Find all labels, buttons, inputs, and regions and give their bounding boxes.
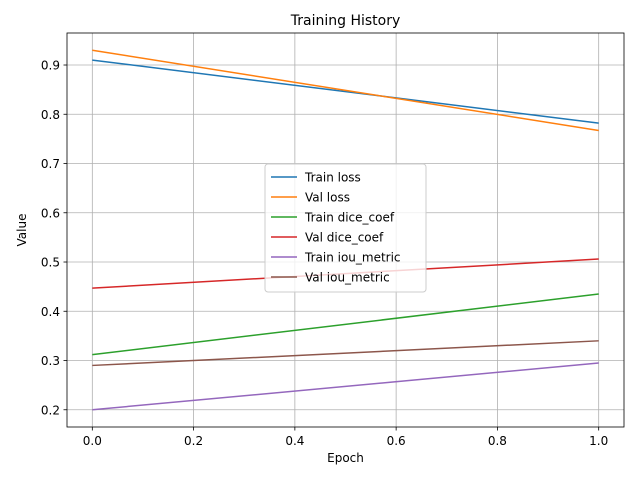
legend-label: Val loss — [305, 191, 350, 205]
series-line-val-iou-metric — [92, 340, 599, 367]
y-tick-label: 0.9 — [41, 59, 60, 73]
series-line-val-loss — [92, 49, 599, 132]
x-tick-label: 1.0 — [589, 434, 608, 448]
legend-label: Val dice_coef — [305, 231, 384, 245]
legend: Train loss Val loss Train dice_coef Val dic… — [264, 163, 427, 293]
y-tick-label: 0.8 — [41, 108, 60, 122]
legend-label: Train dice_coef — [304, 211, 395, 225]
y-tick-label: 0.5 — [41, 256, 60, 270]
x-tick-label: 0.0 — [83, 434, 102, 448]
axis-ticks: 0.0 0.2 0.4 0.6 0.8 1.0 0.2 0.3 0.4 0.5 0.6 0.7 0.8 0… — [41, 59, 608, 448]
x-tick-label: 0.2 — [184, 434, 203, 448]
legend-label: Train loss — [304, 171, 361, 185]
series-line-train-loss — [92, 59, 599, 124]
y-tick-label: 0.2 — [41, 403, 60, 417]
plot-frame — [66, 32, 625, 428]
x-axis-label: Epoch — [327, 451, 364, 465]
x-tick-label: 0.6 — [387, 434, 406, 448]
y-tick-label: 0.7 — [41, 157, 60, 171]
x-tick-label: 0.4 — [285, 434, 304, 448]
x-tick-label: 0.8 — [488, 434, 507, 448]
y-tick-label: 0.4 — [41, 305, 60, 319]
series-line-train-iou-metric — [92, 362, 599, 411]
series-line-train-dice-coef — [92, 293, 599, 356]
y-axis-label: Value — [15, 214, 29, 247]
legend-label: Train iou_metric — [304, 251, 401, 265]
legend-box — [264, 163, 427, 293]
y-tick-label: 0.6 — [41, 206, 60, 220]
legend-label: Val iou_metric — [305, 271, 390, 285]
chart-title: Training History — [290, 13, 401, 29]
y-tick-label: 0.3 — [41, 354, 60, 368]
